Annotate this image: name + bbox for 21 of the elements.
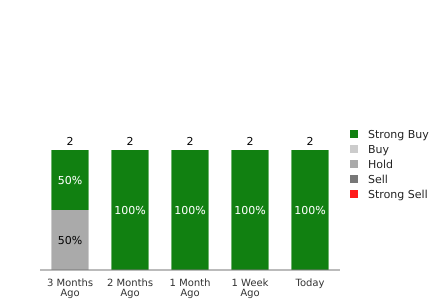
data-label: 100% <box>114 204 146 217</box>
data-label: 50% <box>58 234 82 247</box>
annotation: 2 <box>246 135 254 148</box>
x-tick-label: 1 Month Ago <box>170 278 210 299</box>
legend-label: Strong Sell <box>368 188 428 201</box>
data-label: 50% <box>58 174 82 187</box>
data-label: 100% <box>174 204 206 217</box>
annotation: 2 <box>126 135 134 148</box>
legend-label: Hold <box>368 158 394 171</box>
x-tick-label: 3 Months Ago <box>46 278 94 299</box>
x-tick-label: 2 Months Ago <box>106 278 154 299</box>
x-tick-label: Today <box>294 278 325 289</box>
legend-label: Strong Buy <box>368 128 430 141</box>
legend-label: Buy <box>368 143 390 156</box>
annotation: 2 <box>186 135 194 148</box>
x-tick-label: 1 Week Ago <box>232 278 269 299</box>
legend-label: Sell <box>368 173 388 186</box>
annotation: 2 <box>306 135 314 148</box>
annotation: 2 <box>66 135 74 148</box>
data-label: 100% <box>294 204 326 217</box>
data-label: 100% <box>234 204 266 217</box>
